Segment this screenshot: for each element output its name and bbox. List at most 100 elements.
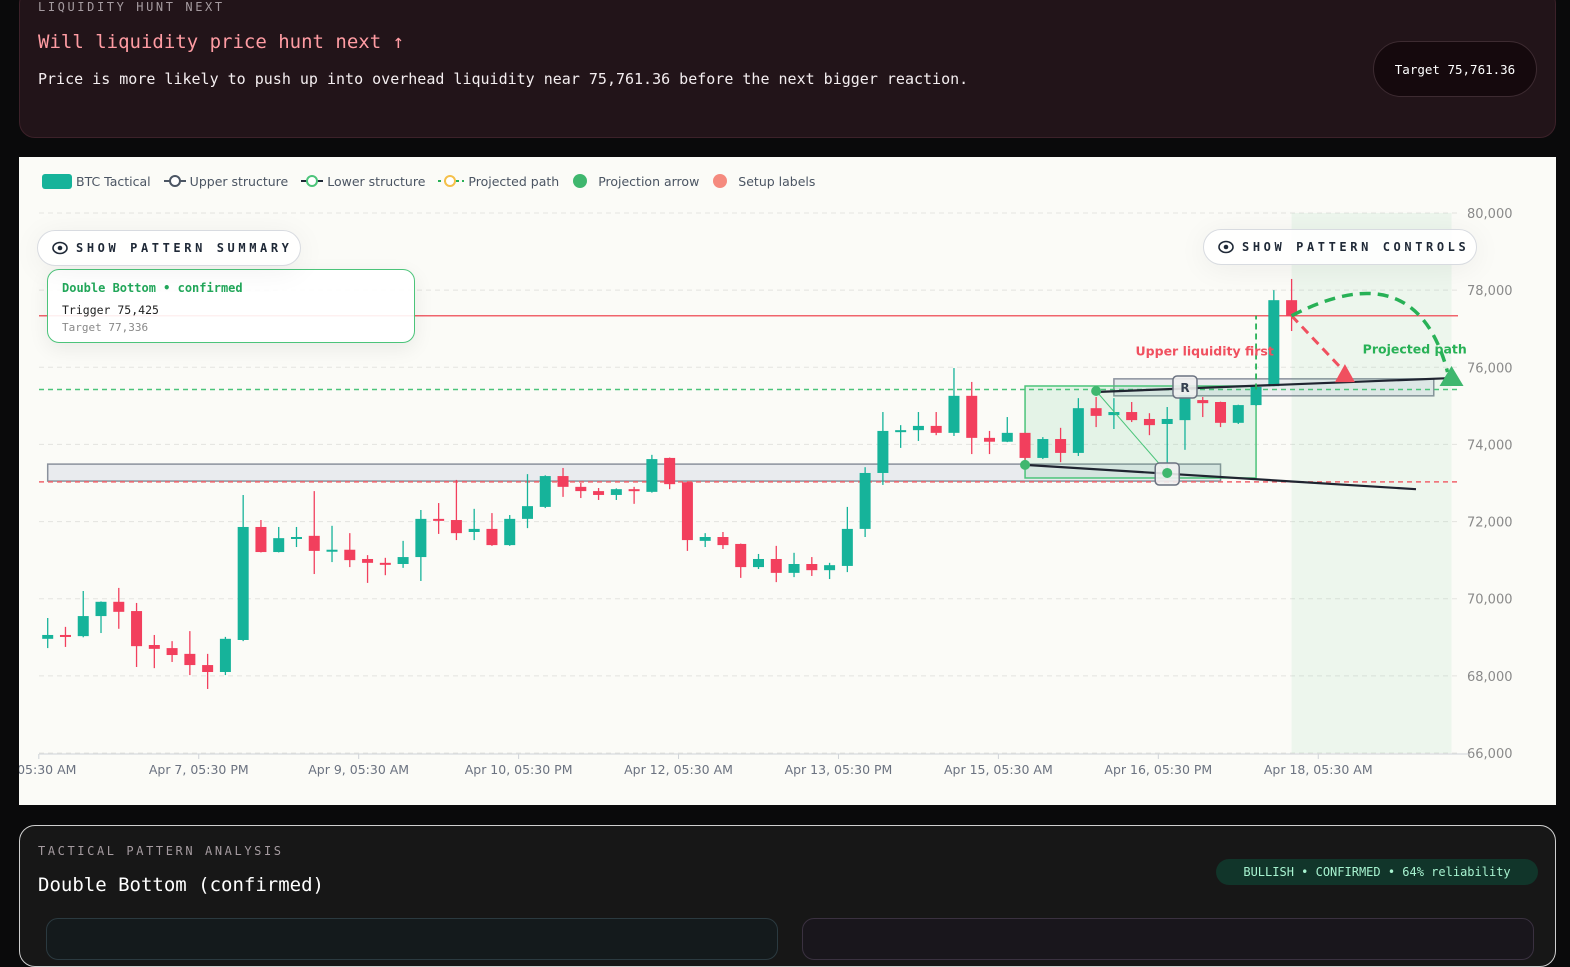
candle xyxy=(1001,417,1013,443)
candle xyxy=(219,636,231,676)
y-tick-label: 80,000 xyxy=(1467,207,1513,222)
candle-body xyxy=(77,616,89,637)
candle xyxy=(1232,404,1244,424)
pivot-point xyxy=(1162,467,1173,478)
candle xyxy=(42,618,54,649)
pattern-summary-card: Double Bottom • confirmed Trigger 75,425… xyxy=(47,269,415,343)
candle-body xyxy=(433,518,445,521)
candle xyxy=(877,412,889,485)
legend-projected-path[interactable]: Projected path xyxy=(438,174,559,189)
legend-lower-structure[interactable]: Lower structure xyxy=(301,174,425,189)
candlestick-chart[interactable]: 80,000 78,000 76,000 74,000 72,000 70,000 68,0… xyxy=(19,157,1556,805)
x-tick-label: Apr 13, 05:30 PM xyxy=(785,762,893,777)
candle-body xyxy=(95,601,107,617)
candle-body xyxy=(397,557,409,564)
candle xyxy=(290,526,302,548)
candle xyxy=(1019,432,1031,460)
candle xyxy=(450,479,462,541)
candle-body xyxy=(202,665,214,672)
pattern-card-target: Target 77,336 xyxy=(62,321,149,334)
candle-body xyxy=(806,564,818,571)
pattern-box xyxy=(1024,385,1257,479)
liquidity-body: Price is more likely to push up into ove… xyxy=(38,70,969,88)
lower-structure-zone xyxy=(46,463,1222,482)
dot-icon xyxy=(713,174,728,188)
candle-body xyxy=(166,648,178,656)
candle xyxy=(59,626,71,647)
upper-liquidity-first-path xyxy=(1290,314,1346,374)
legend-label: Projection arrow xyxy=(598,173,700,189)
candle xyxy=(806,557,818,576)
candle xyxy=(841,506,853,573)
eye-icon xyxy=(52,241,68,255)
candle xyxy=(1055,427,1067,463)
candle-body xyxy=(1037,439,1049,458)
candle xyxy=(610,488,622,500)
candle xyxy=(95,601,107,634)
candle xyxy=(131,602,143,667)
x-tick-label: Apr 7, 05:30 PM xyxy=(149,762,249,777)
candle xyxy=(1108,398,1120,429)
projected-path-curve xyxy=(1290,291,1450,373)
candle-body xyxy=(575,486,587,492)
analysis-subcard xyxy=(802,918,1534,960)
projection-arrow-red-icon xyxy=(1334,364,1355,383)
candle xyxy=(379,557,391,576)
legend-upper-structure[interactable]: Upper structure xyxy=(163,173,289,189)
candle-body xyxy=(1019,432,1031,458)
candle-body xyxy=(415,518,427,558)
line-circle-icon xyxy=(301,175,324,187)
upper-trendline xyxy=(1096,376,1452,394)
candle xyxy=(646,454,658,493)
candle xyxy=(486,513,498,546)
candle-body xyxy=(362,558,374,563)
pattern-card-title: Double Bottom • confirmed xyxy=(62,281,243,295)
candle xyxy=(930,412,942,436)
candle xyxy=(788,552,800,578)
candle-body xyxy=(237,526,249,640)
candle-body xyxy=(1232,405,1244,423)
candle xyxy=(575,483,587,499)
candle-body xyxy=(1250,386,1262,406)
candle-body xyxy=(984,437,996,442)
candle xyxy=(1090,396,1102,428)
legend-label: Upper structure xyxy=(189,173,289,189)
candle xyxy=(1286,278,1298,332)
candle xyxy=(1215,401,1227,428)
candle xyxy=(521,474,533,529)
y-tick-label: 70,000 xyxy=(1467,593,1513,608)
upper-liquidity-first-label: Upper liquidity first xyxy=(1136,344,1274,359)
candle xyxy=(326,525,338,563)
candle-body xyxy=(770,558,782,573)
candle-body xyxy=(148,645,160,649)
candle-body xyxy=(113,601,125,612)
candle-body xyxy=(912,425,924,431)
candle xyxy=(859,467,871,537)
candle-body xyxy=(504,518,516,546)
candle xyxy=(344,533,356,568)
candle-body xyxy=(1161,418,1173,424)
candle-body xyxy=(1215,402,1227,423)
pivot-label: R xyxy=(1180,381,1189,395)
candle-body xyxy=(308,535,320,551)
candle-body xyxy=(628,489,640,492)
candle xyxy=(1161,407,1173,473)
candle xyxy=(824,562,836,580)
candle xyxy=(628,486,640,504)
candle-body xyxy=(219,638,231,672)
legend-projection-arrow[interactable]: Projection arrow xyxy=(572,174,699,189)
show-pattern-controls-button[interactable]: SHOW PATTERN CONTROLS xyxy=(1203,229,1477,265)
show-pattern-summary-button[interactable]: SHOW PATTERN SUMMARY xyxy=(37,230,301,266)
dashed-line-circle-icon xyxy=(438,175,465,187)
legend-btc-tactical[interactable]: BTC Tactical xyxy=(42,173,151,189)
legend-label: Projected path xyxy=(468,173,560,189)
y-tick-label: 74,000 xyxy=(1467,438,1513,453)
candle xyxy=(895,425,907,448)
candle-body xyxy=(948,395,960,433)
candle-body xyxy=(42,634,54,639)
pattern-card-trigger: Trigger 75,425 xyxy=(62,303,159,317)
candle xyxy=(681,481,693,551)
candle-body xyxy=(699,537,711,541)
liquidity-title: Will liquidity price hunt next ↑ xyxy=(38,31,405,53)
legend-setup-labels[interactable]: Setup labels xyxy=(712,174,815,189)
